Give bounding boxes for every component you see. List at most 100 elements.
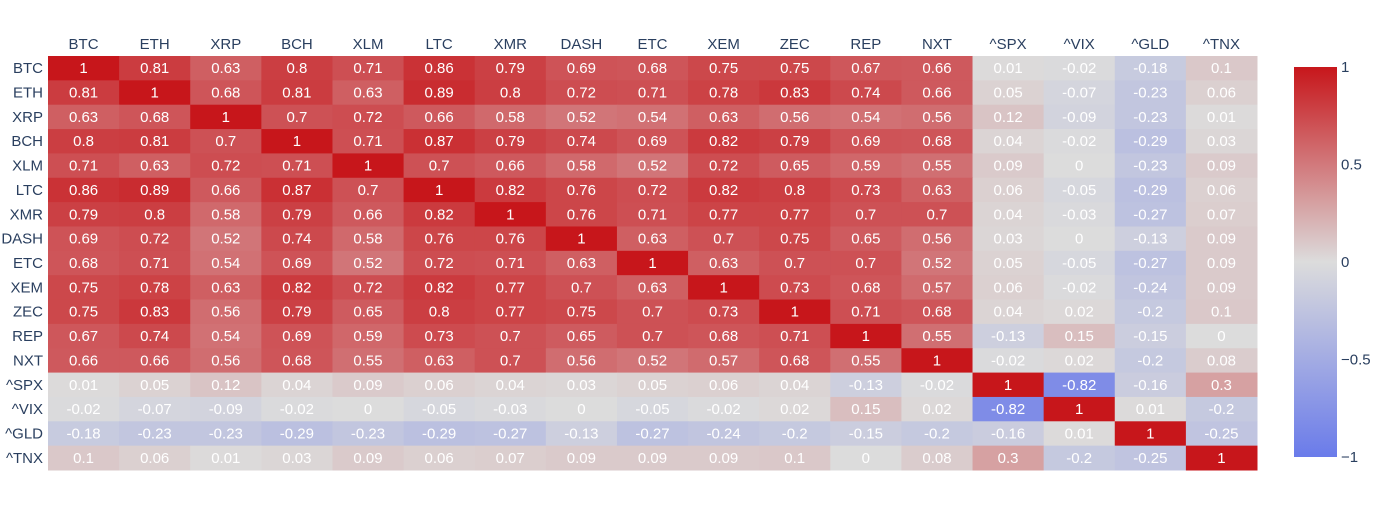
cell-value-label: -0.2: [924, 425, 950, 442]
heatmap-cell: [759, 104, 831, 130]
heatmap-cell: [1043, 226, 1116, 252]
cell-value-label: 0.69: [282, 255, 311, 272]
cell-value-label: 0.87: [282, 182, 311, 199]
cell-value-label: -0.23: [209, 425, 243, 442]
heatmap-cell: [119, 445, 191, 471]
heatmap-cell: [1114, 372, 1187, 398]
cell-value-label: 0.12: [993, 109, 1022, 126]
heatmap-cell: [48, 250, 120, 276]
cell-value-label: -0.05: [635, 401, 669, 418]
heatmap-cell: [403, 275, 476, 301]
heatmap-cell: [261, 445, 333, 471]
cell-value-label: 0.09: [1207, 231, 1236, 248]
cell-value-label: -0.29: [422, 425, 456, 442]
cell-value-label: 0.81: [282, 85, 311, 102]
heatmap-cell: [474, 104, 547, 130]
cell-value-label: 0.56: [780, 109, 809, 126]
heatmap-cell: [119, 348, 191, 374]
heatmap-cell: [688, 250, 760, 276]
cell-value-label: -0.23: [351, 425, 385, 442]
cell-value-label: 0.05: [140, 377, 169, 394]
heatmap-cell: [972, 56, 1045, 81]
cell-value-label: 0.66: [425, 109, 454, 126]
cell-value-label: 0.66: [922, 60, 951, 77]
x-tick-label: LTC: [426, 36, 453, 53]
heatmap-cell: [190, 445, 262, 471]
cell-value-label: 0.76: [425, 231, 454, 248]
heatmap-cell: [830, 104, 902, 130]
heatmap-cell: [972, 202, 1045, 227]
cell-value-label: -0.25: [1204, 425, 1238, 442]
x-tick-label: BCH: [281, 36, 313, 53]
heatmap-cell: [190, 275, 262, 301]
heatmap-cell: [759, 56, 831, 81]
heatmap-cell: [1185, 104, 1258, 130]
heatmap-cell: [474, 177, 547, 203]
cell-value-label: -0.15: [849, 425, 883, 442]
heatmap-cell: [688, 202, 760, 227]
heatmap-cell: [759, 445, 831, 471]
cell-value-label: 0.55: [922, 328, 951, 345]
heatmap-cell: [1185, 56, 1258, 81]
cell-value-label: 0.7: [855, 206, 876, 223]
cell-value-label: 0.89: [425, 85, 454, 102]
cell-value-label: 0.71: [496, 255, 525, 272]
y-tick-label: NXT: [13, 352, 43, 369]
cell-value-label: -0.02: [1062, 60, 1096, 77]
heatmap-cell: [616, 323, 689, 349]
heatmap-cell: [759, 299, 831, 325]
heatmap-cell: [1114, 323, 1187, 349]
colorbar-tick-label: 1: [1341, 59, 1349, 76]
heatmap-cell: [1114, 56, 1187, 81]
x-tick-label: NXT: [922, 36, 952, 53]
heatmap-cell: [474, 250, 547, 276]
heatmap-cell: [261, 299, 333, 325]
heatmap-cell: [474, 396, 547, 422]
cell-value-label: 0.67: [851, 60, 880, 77]
cell-value-label: -0.23: [1133, 109, 1167, 126]
cell-value-label: 0.02: [1065, 352, 1094, 369]
cell-value-label: 0.67: [69, 328, 98, 345]
heatmap-cell: [1114, 348, 1187, 374]
cell-value-label: 0.09: [709, 450, 738, 467]
heatmap-cell: [403, 372, 476, 398]
heatmap-cell: [972, 250, 1045, 276]
heatmap-cell: [332, 202, 405, 227]
colorbar: 1 0.5 0 −0.5 −1: [1294, 59, 1371, 466]
cell-value-label: 0.82: [709, 133, 738, 150]
cell-value-label: -0.07: [138, 401, 172, 418]
heatmap-cell: [972, 348, 1045, 374]
heatmap-cell: [972, 153, 1045, 179]
cell-value-label: 0.73: [780, 279, 809, 296]
heatmap-cell: [1043, 275, 1116, 301]
cell-value-label: 0.04: [496, 377, 525, 394]
cell-value-label: 0.71: [353, 133, 382, 150]
cell-value-label: 0.57: [709, 352, 738, 369]
heatmap-cell: [261, 153, 333, 179]
heatmap-cell: [972, 104, 1045, 130]
cell-value-label: 1: [79, 60, 87, 77]
cell-value-label: 0.09: [567, 450, 596, 467]
heatmap-cell: [688, 129, 760, 154]
heatmap-cell: [830, 348, 902, 374]
cell-value-label: 1: [862, 328, 870, 345]
heatmap-cell: [403, 104, 476, 130]
heatmap-cell: [972, 299, 1045, 325]
heatmap-cell: [830, 250, 902, 276]
cell-value-label: 0: [577, 401, 585, 418]
cell-value-label: 0.8: [500, 85, 521, 102]
x-tick-label: ^VIX: [1064, 36, 1095, 53]
heatmap-cell: [616, 177, 689, 203]
heatmap-cell: [474, 56, 547, 81]
cell-value-label: 0.54: [851, 109, 880, 126]
heatmap-cell: [474, 153, 547, 179]
heatmap-cell: [1043, 202, 1116, 227]
heatmap-cell: [403, 323, 476, 349]
x-tick-label: XLM: [353, 36, 384, 53]
cell-value-label: 0.79: [780, 133, 809, 150]
cell-value-label: 1: [364, 158, 372, 175]
heatmap-cells: [48, 56, 1258, 471]
heatmap-cell: [190, 299, 262, 325]
y-tick-label: ETH: [13, 85, 43, 102]
colorbar-tick-label: −0.5: [1341, 352, 1371, 369]
